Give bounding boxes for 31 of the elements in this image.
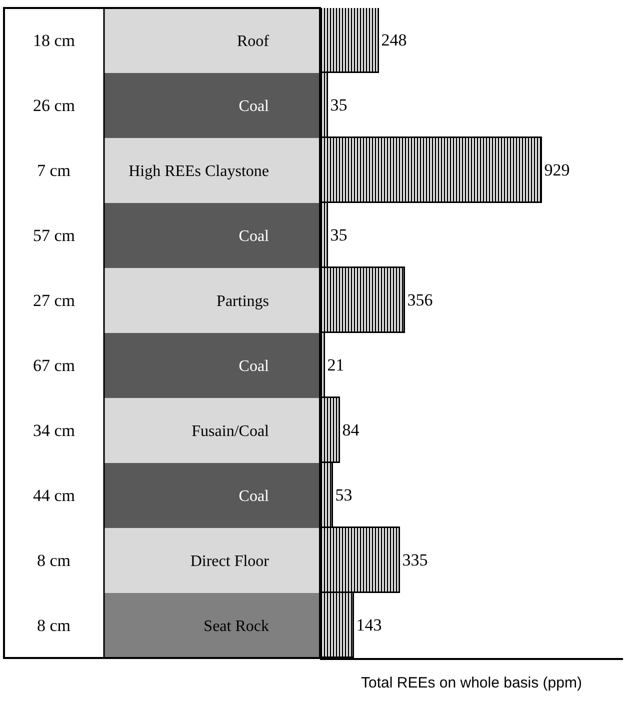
y-tick-label: Coal — [238, 98, 270, 116]
text: 8 cm — [37, 616, 71, 635]
y-tick-label: Seat Rock — [204, 618, 269, 636]
y-tick-label: Partings — [216, 293, 269, 310]
y-tick-label: Coal — [238, 488, 270, 506]
text: 34 cm — [33, 421, 76, 440]
data-label: 84 — [342, 420, 360, 440]
text: 57 cm — [33, 226, 76, 245]
data-label: 248 — [381, 30, 407, 50]
y-tick-label: Direct Floor — [190, 553, 270, 570]
data-label: 929 — [544, 160, 570, 180]
y-tick-label: Coal — [238, 228, 270, 246]
text: 26 cm — [33, 96, 76, 115]
text: 8 cm — [37, 551, 71, 570]
text: 44 cm — [33, 486, 76, 505]
y-tick-label: High REEs Claystone — [128, 163, 269, 180]
data-label: 335 — [402, 550, 428, 570]
y-tick-label: Coal — [238, 358, 270, 376]
text: 27 cm — [33, 291, 76, 310]
y-tick-label: Fusain/Coal — [192, 423, 270, 440]
data-label: 53 — [335, 485, 352, 504]
y-tick-label: Roof — [237, 33, 270, 50]
data-label: 35 — [330, 225, 348, 244]
text: 18 cm — [33, 31, 76, 50]
text: 67 cm — [33, 356, 76, 375]
data-label: 356 — [407, 290, 433, 310]
data-label: 143 — [356, 615, 382, 634]
x-axis-title: Total REEs on whole basis (ppm) — [361, 674, 582, 692]
data-label: 35 — [330, 95, 348, 114]
text: 7 cm — [37, 161, 71, 180]
data-label: 21 — [327, 355, 344, 374]
